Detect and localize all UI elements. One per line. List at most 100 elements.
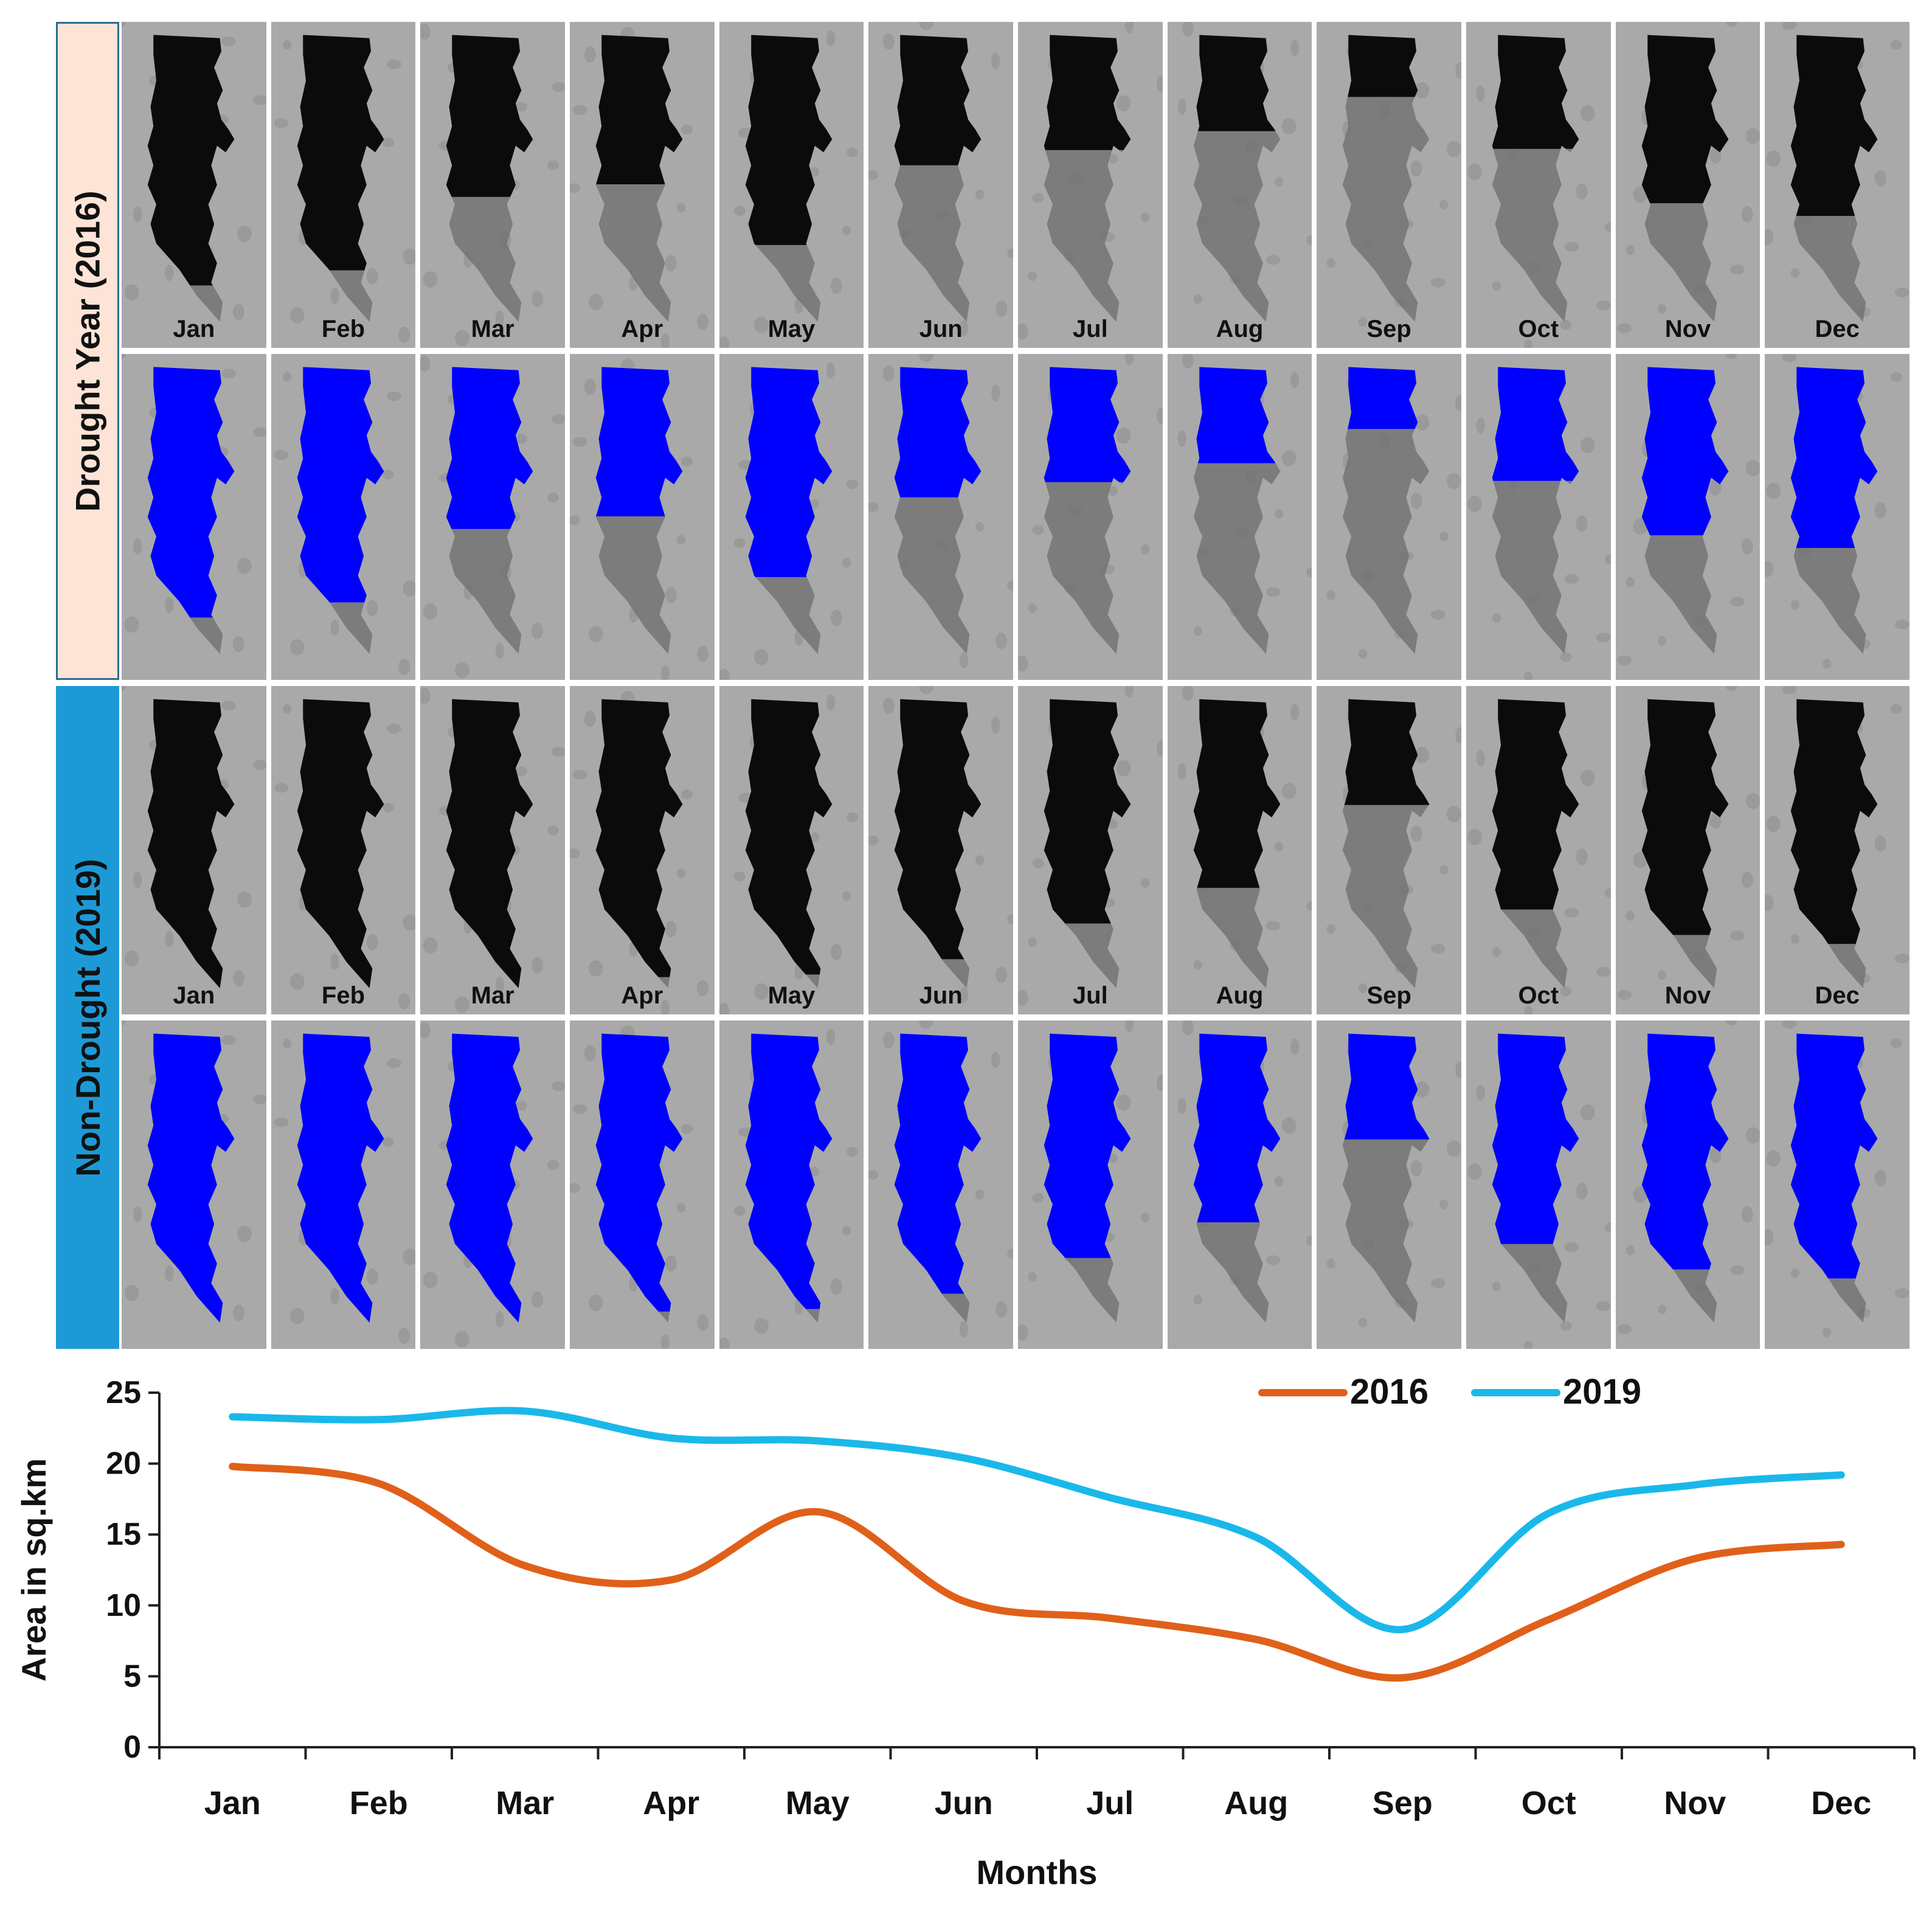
lake-image — [1466, 354, 1611, 680]
lake-image — [271, 354, 416, 680]
legend-label-2016: 2016 — [1350, 1372, 1428, 1412]
lake-image — [719, 1020, 864, 1349]
lake-image — [1018, 1020, 1163, 1349]
lake-image — [719, 22, 864, 348]
panel-month-label: Nov — [1664, 982, 1711, 1009]
classified-panel-sep-2019 — [1317, 1020, 1461, 1349]
lake-image — [1167, 354, 1312, 680]
lake-image — [1615, 354, 1761, 680]
sar-panel-jan-2016: Jan — [122, 22, 266, 348]
lake-image — [1615, 22, 1761, 348]
lake-image — [570, 22, 715, 348]
lake-image — [868, 354, 1013, 680]
x-tick-label: Aug — [1224, 1785, 1288, 1821]
sar-panel-oct-2016: Oct — [1466, 22, 1611, 348]
lake-image — [1018, 686, 1163, 1014]
x-tick-label: Jan — [204, 1785, 261, 1821]
lake-image — [420, 22, 565, 348]
classified-panel-feb-2019 — [271, 1020, 416, 1349]
y-tick-label: 10 — [106, 1588, 141, 1623]
drought-year-label-text: Drought Year (2016) — [68, 190, 107, 512]
lake-image — [122, 1020, 266, 1349]
lake-image — [1466, 22, 1611, 348]
x-tick-label: May — [786, 1785, 850, 1821]
sar-panel-may-2016: May — [719, 22, 864, 348]
panel-month-label: Aug — [1216, 316, 1264, 342]
lake-image — [719, 354, 864, 680]
sar-panel-feb-2016: Feb — [271, 22, 416, 348]
lake-image — [122, 354, 266, 680]
y-axis-title: Area in sq.km — [15, 1458, 53, 1682]
sar-panel-jun-2016: Jun — [868, 22, 1013, 348]
lake-image — [1317, 1020, 1461, 1349]
lake-image — [1615, 1020, 1761, 1349]
sar-panel-apr-2019: Apr — [570, 686, 715, 1014]
classified-panel-mar-2016 — [420, 354, 565, 680]
sar-panel-jul-2019: Jul — [1018, 686, 1163, 1014]
lake-image — [868, 686, 1013, 1014]
panel-month-label: Oct — [1518, 982, 1559, 1009]
lake-image — [122, 686, 266, 1014]
lake-image — [868, 22, 1013, 348]
classified-panel-apr-2019 — [570, 1020, 715, 1349]
panel-month-label: Mar — [471, 982, 514, 1009]
classified-panel-jun-2019 — [868, 1020, 1013, 1349]
classified-panel-oct-2019 — [1466, 1020, 1611, 1349]
sar-panel-aug-2019: Aug — [1167, 686, 1312, 1014]
x-tick-label: Oct — [1522, 1785, 1576, 1821]
panel-month-label: Jun — [919, 316, 963, 342]
classified-panel-sep-2016 — [1317, 354, 1461, 680]
x-tick-label: Apr — [643, 1785, 699, 1821]
panel-month-label: Jun — [919, 982, 963, 1009]
sar-panel-jul-2016: Jul — [1018, 22, 1163, 348]
classified-panel-feb-2016 — [271, 354, 416, 680]
classified-panel-aug-2019 — [1167, 1020, 1312, 1349]
lake-image — [1466, 1020, 1611, 1349]
classified-panel-dec-2019 — [1765, 1020, 1909, 1349]
y-tick-label: 20 — [106, 1446, 141, 1481]
lake-image — [420, 686, 565, 1014]
classified-panel-mar-2019 — [420, 1020, 565, 1349]
classified-panel-jul-2019 — [1018, 1020, 1163, 1349]
x-tick-label: Jun — [935, 1785, 993, 1821]
x-tick-label: Dec — [1811, 1785, 1871, 1821]
panel-month-label: May — [767, 316, 815, 342]
panel-month-label: Aug — [1216, 982, 1264, 1009]
panel-month-label: Sep — [1366, 982, 1411, 1009]
classified-panel-may-2019 — [719, 1020, 864, 1349]
sar-panel-oct-2019: Oct — [1466, 686, 1611, 1014]
classified-panel-oct-2016 — [1466, 354, 1611, 680]
classified-panel-aug-2016 — [1167, 354, 1312, 680]
lake-image — [420, 1020, 565, 1349]
x-axis-title: Months — [976, 1853, 1097, 1891]
lake-image — [1167, 1020, 1312, 1349]
panel-month-label: Nov — [1664, 316, 1711, 342]
sar-panel-jan-2019: Jan — [122, 686, 266, 1014]
lake-image — [1018, 22, 1163, 348]
classified-panel-nov-2019 — [1615, 1020, 1761, 1349]
image-grid-2016: Jan Feb Mar Apr May Jun Jul Aug Sep Oct Nov Dec — [122, 22, 1909, 680]
panel-month-label: Sep — [1366, 316, 1411, 342]
lake-image — [1615, 686, 1761, 1014]
panel-month-label: Feb — [321, 316, 365, 342]
sar-panel-sep-2019: Sep — [1317, 686, 1461, 1014]
lake-image — [1765, 354, 1909, 680]
panel-month-label: Mar — [471, 316, 514, 342]
lake-image — [271, 22, 416, 348]
classified-panel-jan-2019 — [122, 1020, 266, 1349]
lake-image — [420, 354, 565, 680]
lake-image — [868, 1020, 1013, 1349]
lake-image — [1167, 22, 1312, 348]
lake-image — [1466, 686, 1611, 1014]
y-tick-label: 5 — [123, 1658, 141, 1694]
classified-panel-jan-2016 — [122, 354, 266, 680]
lake-image — [1765, 22, 1909, 348]
lake-image — [1765, 1020, 1909, 1349]
panel-month-label: Apr — [621, 316, 663, 342]
sar-panel-mar-2016: Mar — [420, 22, 565, 348]
lake-image — [719, 686, 864, 1014]
sar-panel-apr-2016: Apr — [570, 22, 715, 348]
panel-month-label: Jul — [1072, 316, 1108, 342]
y-tick-label: 15 — [106, 1517, 141, 1552]
